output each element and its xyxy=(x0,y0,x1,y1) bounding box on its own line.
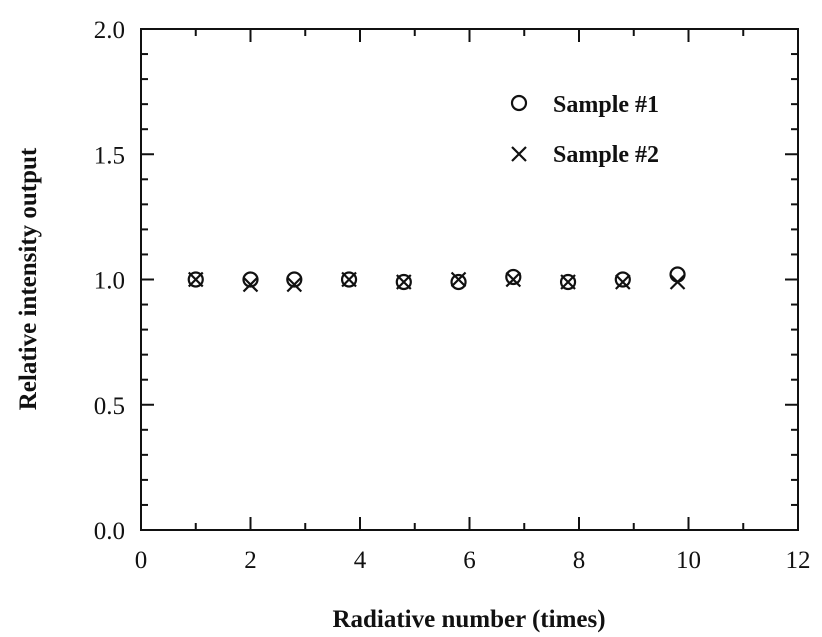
x-tick-label: 12 xyxy=(786,547,811,574)
x-tick-label: 8 xyxy=(573,547,586,574)
data-point-sample-1 xyxy=(242,271,259,288)
x-tick-label: 0 xyxy=(135,547,148,574)
data-point-sample-1 xyxy=(187,271,204,288)
series-1 xyxy=(187,266,686,291)
x-axis-title: Radiative number (times) xyxy=(332,606,605,633)
data-point-sample-1 xyxy=(450,273,467,291)
data-point-sample-2 xyxy=(286,276,303,293)
data-point-sample-2 xyxy=(396,274,412,290)
series-2 xyxy=(187,271,686,293)
data-point-sample-2 xyxy=(505,271,522,288)
x-tick-label: 2 xyxy=(244,547,257,574)
data-point-sample-1 xyxy=(559,273,577,291)
data-point-sample-1 xyxy=(286,271,303,288)
data-point-sample-1 xyxy=(614,271,631,288)
x-tick-label: 4 xyxy=(354,547,367,574)
legend-label-sample-2: Sample #2 xyxy=(553,142,659,168)
data-point-sample-2 xyxy=(450,271,467,288)
x-tick-label: 6 xyxy=(463,547,476,574)
data-point-sample-1 xyxy=(395,273,412,291)
data-point-sample-2 xyxy=(560,274,576,290)
legend-marker-x xyxy=(511,146,527,162)
y-tick-label: 1.5 xyxy=(94,142,125,169)
data-point-sample-1 xyxy=(669,266,686,283)
legend-marker-circle xyxy=(510,94,528,112)
legend: Sample #1 Sample #2 xyxy=(510,92,659,168)
y-axis-title: Relative intensity output xyxy=(15,147,42,410)
axis-tick-labels: 0 2 4 6 8 10 12 0.0 0.5 1.0 1.5 2.0 xyxy=(94,17,811,574)
y-tick-label: 1.0 xyxy=(94,268,125,295)
x-tick-label: 10 xyxy=(676,547,701,574)
legend-label-sample-1: Sample #1 xyxy=(553,92,659,118)
axis-ticks xyxy=(141,29,798,530)
y-tick-label: 0.0 xyxy=(94,518,125,545)
data-point-sample-1 xyxy=(340,271,358,288)
plot-frame xyxy=(140,28,799,531)
data-point-sample-1 xyxy=(505,268,522,286)
data-point-sample-2 xyxy=(242,276,259,293)
data-points xyxy=(187,266,686,293)
data-point-sample-2 xyxy=(341,271,357,288)
data-point-sample-2 xyxy=(615,274,631,290)
data-point-sample-2 xyxy=(669,274,686,290)
data-point-sample-2 xyxy=(187,271,204,288)
y-tick-label: 0.5 xyxy=(94,393,125,420)
y-tick-label: 2.0 xyxy=(94,17,125,44)
